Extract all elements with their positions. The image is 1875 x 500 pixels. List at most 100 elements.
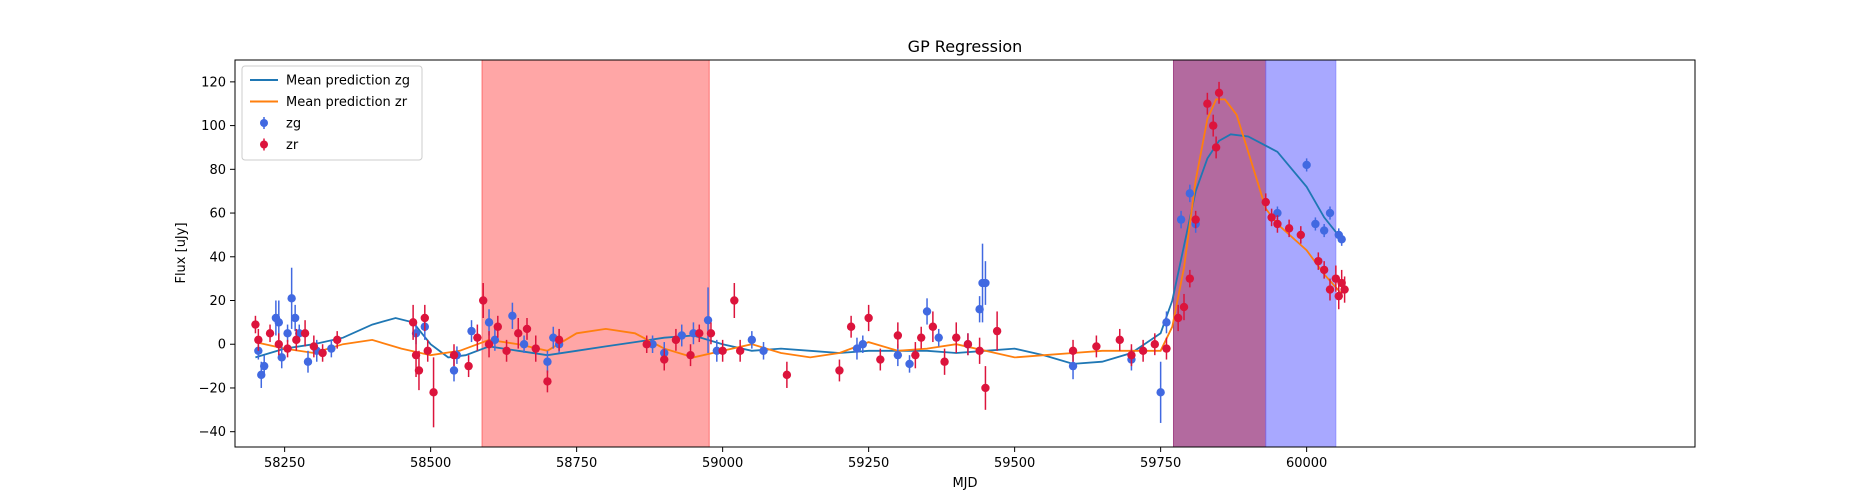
x-tick-label: 59500 xyxy=(994,456,1035,471)
zg-marker xyxy=(490,335,500,345)
zr-marker xyxy=(1296,230,1306,240)
y-tick-label: −40 xyxy=(199,425,226,440)
zr-marker xyxy=(928,322,938,331)
zg-marker xyxy=(508,311,517,321)
zr-marker xyxy=(1209,121,1218,130)
zg-marker xyxy=(747,335,757,345)
zr-point xyxy=(283,339,292,358)
plot-frame xyxy=(234,59,1696,448)
zr-point xyxy=(333,331,342,349)
zr-point xyxy=(522,318,532,340)
zr-point xyxy=(1273,215,1282,233)
zr-marker xyxy=(1162,344,1171,353)
zr-marker xyxy=(975,346,984,355)
y-tick-label: 40 xyxy=(209,250,226,265)
zr-point xyxy=(981,366,990,410)
zg-point xyxy=(303,350,313,373)
zr-point xyxy=(975,337,984,364)
zg-marker xyxy=(1311,219,1320,229)
zg-point xyxy=(905,355,914,373)
zr-point xyxy=(928,311,938,343)
zr-point xyxy=(686,344,695,367)
zr-marker xyxy=(642,340,651,349)
zg-marker xyxy=(283,329,292,338)
zg-marker xyxy=(277,353,286,362)
zr-point xyxy=(1331,265,1341,292)
zr-point xyxy=(1092,335,1101,358)
shaded-regions xyxy=(481,59,1337,448)
y-tick-label: −20 xyxy=(199,381,226,396)
zr-point xyxy=(1203,92,1212,115)
legend-label: zg xyxy=(286,117,301,132)
zr-marker xyxy=(502,346,511,355)
zr-point xyxy=(479,283,488,318)
x-tick-label: 60000 xyxy=(1286,456,1327,471)
zr-point xyxy=(484,331,494,358)
zg-point xyxy=(1302,158,1311,172)
zr-point xyxy=(414,350,424,391)
zr-marker xyxy=(411,350,421,360)
zr-marker xyxy=(479,296,488,305)
zr-marker xyxy=(300,329,310,338)
legend: Mean prediction zg Mean prediction zr zg zr xyxy=(241,65,423,161)
zr-marker xyxy=(1314,256,1323,266)
zg-marker xyxy=(303,357,313,366)
zg-marker xyxy=(260,361,269,371)
zr-point xyxy=(642,335,651,353)
zg-point xyxy=(1311,217,1320,231)
zg-marker xyxy=(677,331,686,340)
zr-point xyxy=(706,322,716,345)
zg-marker xyxy=(519,340,529,349)
x-tick-label: 59250 xyxy=(848,456,889,471)
zr-marker xyxy=(893,331,903,340)
zg-point xyxy=(327,339,336,358)
zg-marker xyxy=(543,357,552,366)
zr-marker xyxy=(706,329,716,338)
zr-marker xyxy=(981,383,990,393)
zg-marker xyxy=(1156,388,1165,397)
zr-point xyxy=(718,339,727,362)
zg-marker xyxy=(484,318,494,327)
zr-point xyxy=(1314,252,1323,270)
zr-marker xyxy=(522,324,532,334)
zg-marker xyxy=(1319,226,1329,235)
x-tick-label: 58500 xyxy=(410,456,451,471)
zg-marker xyxy=(1302,160,1311,170)
x-tick-label: 58750 xyxy=(556,456,597,471)
zr-point xyxy=(1068,339,1078,362)
zr-marker xyxy=(408,318,418,327)
zr-point xyxy=(1115,328,1124,351)
zr-point xyxy=(531,335,540,362)
legend-item: zg xyxy=(260,117,301,132)
zr-marker xyxy=(265,329,275,338)
zr-marker xyxy=(1319,265,1329,275)
zg-point xyxy=(1176,210,1186,229)
zg-marker xyxy=(852,344,862,353)
zr-marker xyxy=(1068,346,1078,355)
zr-point xyxy=(992,311,1002,351)
zr-point xyxy=(502,339,511,362)
zg-marker xyxy=(712,346,721,355)
zg-point xyxy=(1156,361,1165,423)
zr-marker xyxy=(274,340,283,349)
zr-point xyxy=(735,339,745,362)
zg-marker xyxy=(290,313,300,323)
zg-marker xyxy=(327,344,336,353)
zr-marker xyxy=(484,340,494,349)
zr-marker xyxy=(449,350,459,360)
zr-marker xyxy=(1138,346,1148,355)
zr-point xyxy=(1319,261,1329,279)
zr-point xyxy=(917,326,926,349)
zg-point xyxy=(1337,232,1346,246)
zr-point xyxy=(1334,283,1343,310)
zr-point xyxy=(554,328,564,351)
zr-point xyxy=(1325,278,1335,301)
zr-marker xyxy=(1203,99,1212,108)
zg-point xyxy=(975,296,984,323)
zr-marker xyxy=(782,370,792,380)
zg-marker xyxy=(467,326,476,336)
zr-point xyxy=(292,328,301,351)
axis-ticks: 58250 58500 58750 59000 59250 59500 59750 60000… xyxy=(199,75,1328,471)
zg-point xyxy=(712,339,721,362)
